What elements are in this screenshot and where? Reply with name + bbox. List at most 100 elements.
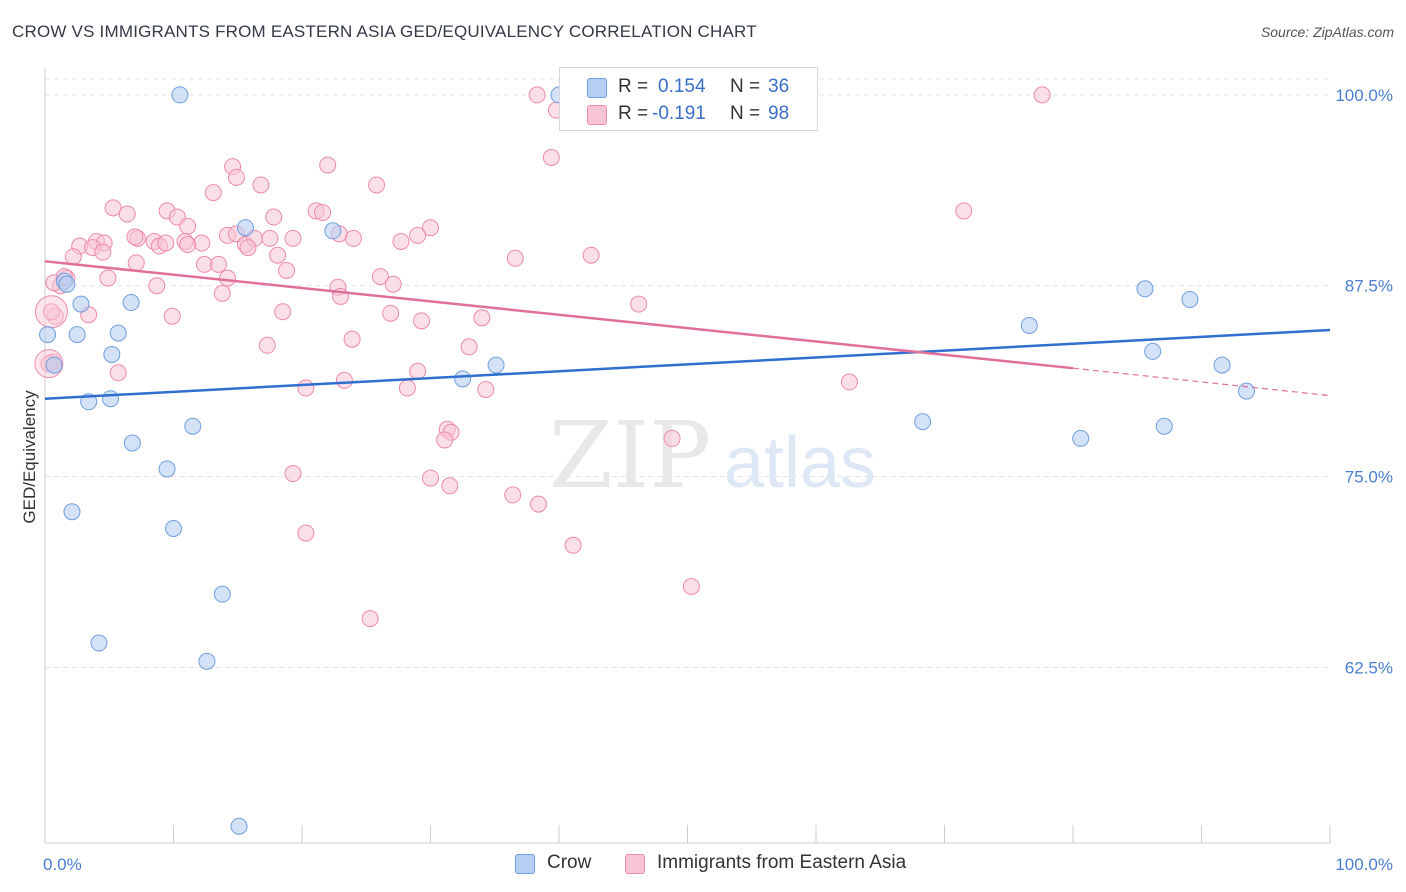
data-point-immigrants bbox=[274, 303, 292, 321]
data-point-immigrants bbox=[630, 295, 648, 313]
data-point-immigrants bbox=[384, 275, 402, 293]
data-point-crow bbox=[1213, 356, 1231, 374]
data-point-immigrants bbox=[297, 524, 315, 542]
data-point-immigrants bbox=[368, 176, 386, 194]
data-point-crow bbox=[122, 294, 140, 312]
legend-row-crow: R = 0.154 N = 36 bbox=[560, 74, 817, 100]
series-crow-points bbox=[39, 86, 1255, 835]
data-point-immigrants bbox=[258, 336, 276, 354]
data-point-crow bbox=[165, 519, 182, 537]
data-point-immigrants bbox=[582, 246, 600, 264]
data-point-immigrants bbox=[542, 148, 560, 166]
data-point-immigrants bbox=[409, 226, 427, 244]
data-point-immigrants bbox=[422, 219, 439, 237]
data-point-immigrants bbox=[278, 261, 296, 279]
y-tick-label: 87.5% bbox=[1345, 277, 1393, 296]
trend-line-immigrants bbox=[44, 260, 1074, 370]
y-axis-label: GED/Equivalency bbox=[20, 390, 39, 524]
trend-line-crow bbox=[44, 328, 1331, 400]
data-point-immigrants bbox=[344, 229, 362, 247]
data-point-immigrants bbox=[157, 234, 175, 252]
data-point-immigrants bbox=[195, 255, 213, 273]
data-point-immigrants bbox=[382, 304, 400, 322]
data-point-immigrants bbox=[239, 239, 257, 257]
data-point-immigrants bbox=[1033, 86, 1051, 104]
legend-r-label: R = bbox=[618, 103, 649, 124]
data-point-crow bbox=[1136, 280, 1154, 298]
data-point-immigrants bbox=[422, 469, 439, 487]
data-point-immigrants bbox=[506, 249, 524, 267]
y-tick-label: 75.0% bbox=[1345, 468, 1393, 487]
data-point-immigrants bbox=[335, 371, 353, 389]
data-point-immigrants bbox=[955, 202, 973, 220]
data-point-immigrants bbox=[284, 229, 302, 247]
data-point-immigrants bbox=[398, 379, 416, 397]
data-point-immigrants bbox=[42, 303, 60, 321]
data-point-crow bbox=[171, 86, 189, 104]
data-point-crow bbox=[123, 434, 141, 452]
bottom-legend-label-immigrants: Immigrants from Eastern Asia bbox=[657, 852, 907, 873]
data-point-crow bbox=[58, 275, 76, 293]
data-point-immigrants bbox=[436, 431, 454, 449]
data-point-immigrants bbox=[392, 232, 410, 250]
data-point-immigrants bbox=[504, 486, 522, 504]
data-point-immigrants bbox=[284, 465, 302, 483]
data-point-immigrants bbox=[314, 203, 332, 221]
data-point-immigrants bbox=[682, 578, 700, 596]
legend-r-value: 0.154 bbox=[658, 76, 706, 97]
data-point-immigrants bbox=[361, 610, 379, 628]
data-point-immigrants bbox=[64, 248, 82, 266]
data-point-crow bbox=[39, 326, 57, 344]
data-point-crow bbox=[230, 817, 248, 835]
series-immigrants-points bbox=[34, 86, 1051, 628]
data-point-immigrants bbox=[99, 269, 117, 287]
data-point-crow bbox=[1020, 316, 1038, 334]
data-point-immigrants bbox=[663, 429, 681, 447]
trend-lines bbox=[44, 260, 1331, 400]
data-point-crow bbox=[102, 390, 120, 408]
legend-r-value: -0.191 bbox=[652, 103, 706, 124]
data-point-immigrants bbox=[118, 205, 136, 223]
data-point-crow bbox=[1072, 429, 1090, 447]
data-point-immigrants bbox=[34, 295, 68, 329]
data-point-immigrants bbox=[441, 477, 459, 495]
data-point-immigrants bbox=[265, 208, 283, 226]
data-point-crow bbox=[184, 417, 202, 435]
legend-row-immigrants: R = -0.191 N = 98 bbox=[560, 101, 817, 127]
data-point-immigrants bbox=[840, 373, 858, 391]
data-point-immigrants bbox=[204, 184, 222, 202]
data-point-crow bbox=[454, 370, 472, 388]
data-point-crow bbox=[236, 219, 254, 237]
data-point-immigrants bbox=[252, 176, 270, 194]
data-point-crow bbox=[72, 295, 90, 313]
data-point-immigrants bbox=[297, 379, 315, 397]
data-point-immigrants bbox=[179, 236, 197, 254]
data-point-immigrants bbox=[104, 199, 122, 217]
data-point-crow bbox=[914, 413, 932, 431]
data-point-immigrants bbox=[227, 168, 245, 186]
data-point-crow bbox=[63, 503, 81, 521]
data-point-immigrants bbox=[343, 330, 361, 348]
legend-n-value: 36 bbox=[768, 76, 790, 97]
data-point-immigrants bbox=[127, 254, 145, 272]
data-point-crow bbox=[1155, 417, 1173, 435]
bottom-legend-label-crow: Crow bbox=[547, 852, 592, 873]
data-point-crow bbox=[487, 356, 505, 374]
data-point-immigrants bbox=[413, 312, 431, 330]
source-label: Source: ZipAtlas.com bbox=[1260, 24, 1394, 40]
data-point-immigrants bbox=[528, 86, 546, 104]
bottom-legend-swatch-immigrants bbox=[625, 854, 645, 874]
data-point-immigrants bbox=[460, 338, 478, 356]
data-point-crow bbox=[324, 222, 342, 240]
data-point-immigrants bbox=[193, 234, 211, 252]
legend-swatch-immigrants bbox=[587, 105, 607, 125]
watermark-atlas: atlas bbox=[724, 423, 876, 503]
data-point-crow bbox=[198, 652, 216, 670]
legend-swatch-crow bbox=[587, 78, 607, 98]
bottom-legend-crow: Crow bbox=[515, 852, 635, 876]
data-point-crow bbox=[158, 460, 176, 478]
data-point-immigrants bbox=[218, 269, 236, 287]
chart-title: CROW VS IMMIGRANTS FROM EASTERN ASIA GED… bbox=[12, 22, 757, 41]
data-point-immigrants bbox=[477, 381, 495, 399]
